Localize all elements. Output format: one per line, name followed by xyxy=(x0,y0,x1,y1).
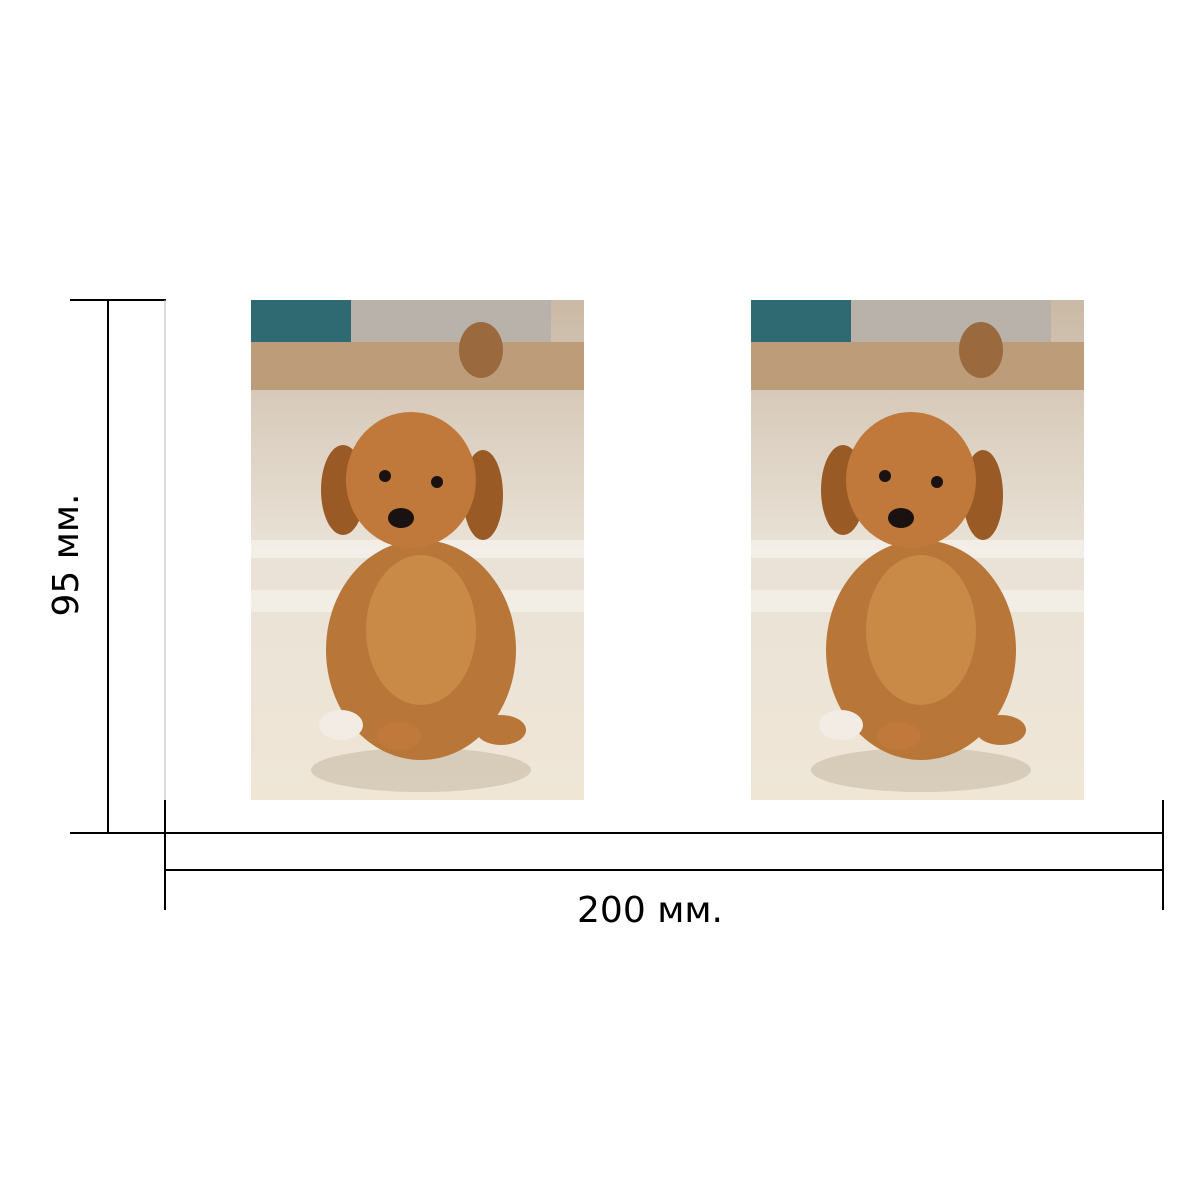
product-photo xyxy=(751,300,1084,800)
height-label: 95 мм. xyxy=(46,493,87,616)
product-photo xyxy=(251,300,584,800)
width-label: 200 мм. xyxy=(577,890,723,931)
dimension-lines xyxy=(70,299,1164,910)
